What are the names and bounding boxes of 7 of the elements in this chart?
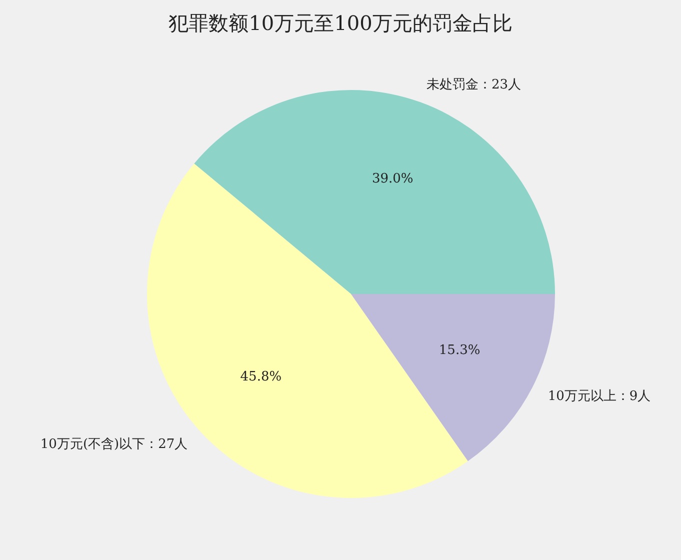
slice-label: 10万元以上：9人	[548, 389, 651, 404]
slice-label: 未处罚金：23人	[426, 78, 521, 93]
slice-label: 10万元(不含)以下：27人	[40, 436, 188, 452]
data-label: 15.3%	[438, 343, 480, 358]
data-label: 39.0%	[372, 171, 414, 186]
data-label: 45.8%	[240, 369, 282, 384]
chart-title: 犯罪数额10万元至100万元的罚金占比	[168, 11, 512, 35]
